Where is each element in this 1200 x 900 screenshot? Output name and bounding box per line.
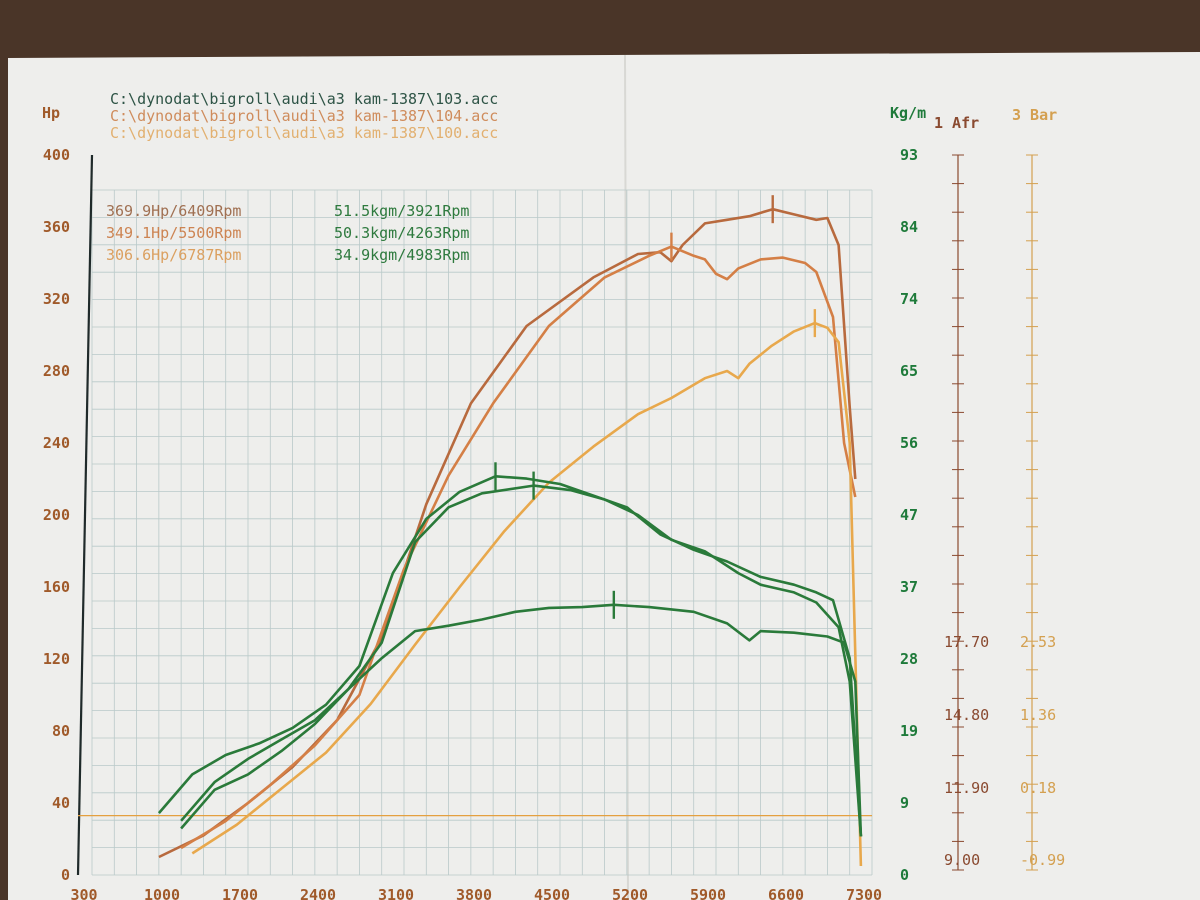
power-peak-label: 306.6Hp/6787Rpm (106, 246, 241, 264)
y-axis-line (76, 154, 94, 876)
y-tick-label: 280 (43, 362, 70, 380)
y-tick-label: 320 (43, 290, 70, 308)
x-tick-label: 2400 (300, 886, 336, 900)
series-line (180, 484, 863, 837)
torque-peak-label: 50.3kgm/4263Rpm (334, 224, 469, 242)
y2-tick-label: 19 (900, 722, 918, 740)
afr-tick-label: 14.80 (944, 706, 989, 724)
chart-grid (91, 189, 873, 876)
y-tick-label: 160 (43, 578, 70, 596)
torque-peak-label: 51.5kgm/3921Rpm (334, 202, 469, 220)
x-tick-label: 5200 (612, 886, 648, 900)
series-line (157, 474, 863, 837)
power-peak-label: 369.9Hp/6409Rpm (106, 202, 241, 220)
y2-tick-label: 9 (900, 794, 909, 812)
paper-sheet (8, 52, 1200, 900)
y-tick-label: 200 (43, 506, 70, 524)
file-label: C:\dynodat\bigroll\audi\a3 kam-1387\100.… (110, 124, 498, 142)
x-tick-label: 6600 (768, 886, 804, 900)
bar-tick-label: 0.18 (1020, 779, 1056, 797)
file-label: C:\dynodat\bigroll\audi\a3 kam-1387\103.… (110, 90, 498, 108)
y-tick-label: 120 (43, 650, 70, 668)
x-tick-label: 4500 (534, 886, 570, 900)
torque-peak-label: 34.9kgm/4983Rpm (334, 246, 469, 264)
x-tick-label: 3800 (456, 886, 492, 900)
y2-tick-label: 37 (900, 578, 918, 596)
x-tick-label: 300 (70, 886, 97, 900)
y2-tick-label: 47 (900, 506, 918, 524)
afr-tick-label: 11.90 (944, 779, 989, 797)
y-tick-label: 0 (61, 866, 70, 884)
bar-unit-label: 3 Bar (1012, 106, 1057, 124)
bar-tick-label: 2.53 (1020, 633, 1056, 651)
y-tick-label: 240 (43, 434, 70, 452)
afr-tick-label: 9.00 (944, 851, 980, 869)
x-tick-label: 5900 (690, 886, 726, 900)
y2-tick-label: 28 (900, 650, 918, 668)
y-tick-label: 400 (43, 146, 70, 164)
y-tick-label: 40 (52, 794, 70, 812)
afr-tick-label: 17.70 (944, 633, 989, 651)
power-peak-label: 349.1Hp/5500Rpm (106, 224, 241, 242)
y2-tick-label: 65 (900, 362, 918, 380)
file-label: C:\dynodat\bigroll\audi\a3 kam-1387\104.… (110, 107, 498, 125)
y2-tick-label: 93 (900, 146, 918, 164)
y2-tick-label: 74 (900, 290, 918, 308)
bar-tick-label: 1.36 (1020, 706, 1056, 724)
y-tick-label: 360 (43, 218, 70, 236)
series-line (180, 245, 857, 850)
chart-series (78, 195, 872, 867)
x-tick-label: 7300 (846, 886, 882, 900)
series-line (191, 321, 863, 867)
y2-tick-label: 84 (900, 218, 918, 236)
chart-axes: 0 40 80 120 160 200 240 280 320 360 400 0 9 19 28 37 47 5… (43, 146, 1065, 900)
x-tick-label: 1000 (144, 886, 180, 900)
y2-tick-label: 56 (900, 434, 918, 452)
hp-unit-label: Hp (42, 104, 60, 122)
kgm-unit-label: Kg/m (890, 104, 926, 122)
y-tick-label: 80 (52, 722, 70, 740)
afr-unit-label: 1 Afr (934, 114, 979, 132)
series-line (180, 603, 863, 837)
x-tick-label: 1700 (222, 886, 258, 900)
y2-tick-label: 0 (900, 866, 909, 884)
bar-tick-label: -0.99 (1020, 851, 1065, 869)
x-tick-label: 3100 (378, 886, 414, 900)
